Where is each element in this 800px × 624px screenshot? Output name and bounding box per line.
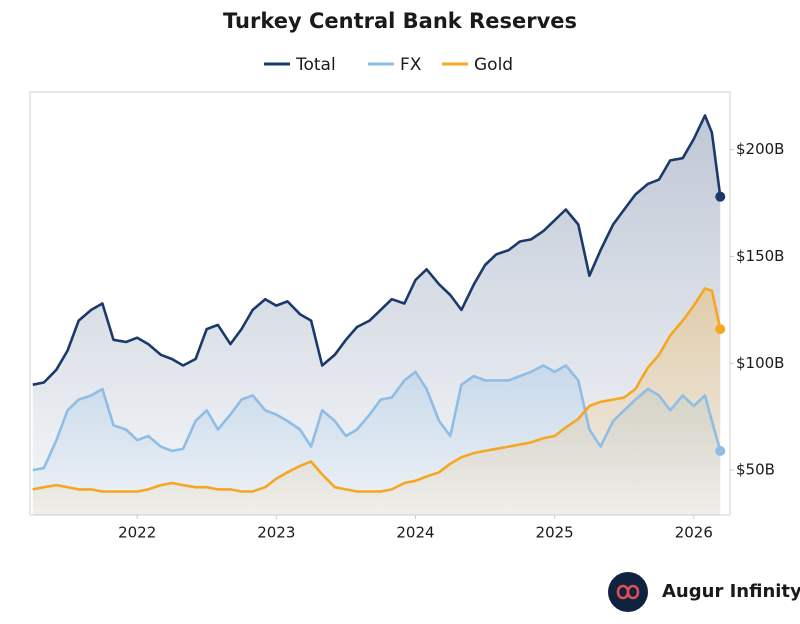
logo-mark [616,584,640,600]
legend-label: FX [400,55,422,75]
x-tick-label: 2025 [536,524,574,542]
brand: Augur Infinity [662,581,800,602]
line [32,287,722,493]
legend-label: Total [295,55,336,75]
y-tick-label: $200B [736,140,784,158]
end-dot [715,324,726,335]
y-tick-label: $50B [736,461,775,479]
x-tick-label: 2024 [396,524,434,542]
area [32,288,721,515]
line [32,364,722,472]
line [32,114,722,386]
x-tick-label: 2026 [675,524,713,542]
y-tick-label: $150B [736,247,784,265]
y-tick-label: $100B [736,354,784,372]
end-dot [715,445,726,456]
x-tick-label: 2022 [118,524,156,542]
end-dot [715,191,726,202]
chart-title: Turkey Central Bank Reserves [223,9,577,33]
x-tick-label: 2023 [257,524,295,542]
legend-label: Gold [474,55,513,75]
